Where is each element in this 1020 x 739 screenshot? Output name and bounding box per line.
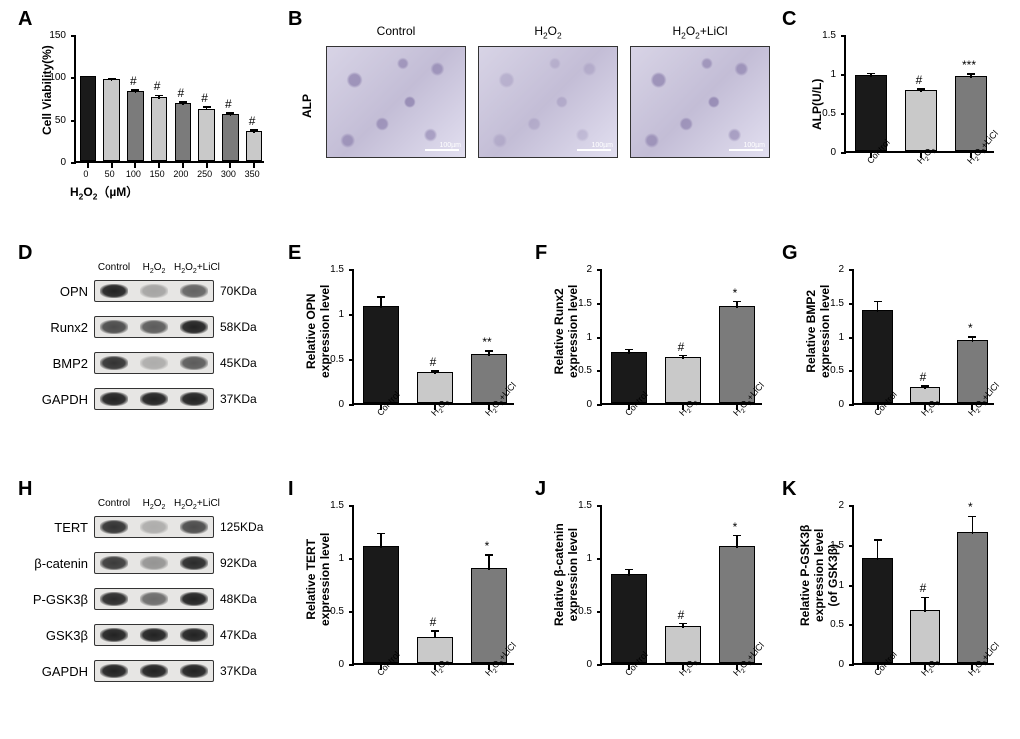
bar <box>80 76 97 161</box>
panel-f-chart: 00.511.52Relative Runx2expression levelC… <box>548 262 768 457</box>
panel-d-western: ControlH2O2H2O2+LiClOPN70KDaRunx258KDaBM… <box>30 262 270 452</box>
bar <box>363 306 398 403</box>
blot-row: OPN70KDa <box>94 280 214 302</box>
panel-g-chart: 00.511.52Relative BMP2expression levelCo… <box>800 262 1000 457</box>
bar <box>103 79 120 161</box>
bar <box>957 532 988 663</box>
bar <box>665 357 700 403</box>
microscopy-image: 100µm <box>630 46 770 158</box>
bar <box>719 546 754 663</box>
blot-row: GAPDH37KDa <box>94 388 214 410</box>
blot-row: P-GSK3β48KDa <box>94 588 214 610</box>
microscopy-image: 100µm <box>326 46 466 158</box>
bar <box>905 90 938 151</box>
panel-b-microscopy: ALPControl100µmH2O2100µmH2O2+LiCl100µm <box>300 24 770 194</box>
bar <box>665 626 700 663</box>
blot-row: β-catenin92KDa <box>94 552 214 574</box>
bar <box>127 91 144 161</box>
bar <box>719 306 754 403</box>
panel-k-chart: 00.511.52Relative P-GSK3βexpression leve… <box>800 498 1000 723</box>
bar <box>175 103 192 161</box>
blot-row: GAPDH37KDa <box>94 660 214 682</box>
panel-i-chart: 00.511.5Relative TERTexpression levelCon… <box>300 498 520 723</box>
bar <box>862 558 893 663</box>
panel-h-western: ControlH2O2H2O2+LiClTERT125KDaβ-catenin9… <box>30 498 270 723</box>
bar <box>151 97 168 161</box>
bar <box>862 310 893 403</box>
bar <box>222 114 239 161</box>
blot-row: GSK3β47KDa <box>94 624 214 646</box>
panel-label-j: J <box>535 478 546 501</box>
panel-label-g: G <box>782 242 798 265</box>
blot-row: TERT125KDa <box>94 516 214 538</box>
blot-row: BMP245KDa <box>94 352 214 374</box>
bar <box>198 109 215 161</box>
bar <box>363 546 398 663</box>
panel-c-chart: 00.511.5ALP(U/L)Control#H2O2***H2O2+LiCl <box>800 28 1000 203</box>
panel-label-i: I <box>288 478 294 501</box>
panel-label-k: K <box>782 478 796 501</box>
panel-a-chart: 050100150Cell Viability(%)050#100#150#20… <box>30 28 270 203</box>
microscopy-image: 100µm <box>478 46 618 158</box>
panel-e-chart: 00.511.5Relative OPNexpression levelCont… <box>300 262 520 457</box>
blot-row: Runx258KDa <box>94 316 214 338</box>
panel-j-chart: 00.511.5Relative β-cateninexpression lev… <box>548 498 768 723</box>
bar <box>910 610 941 663</box>
panel-label-f: F <box>535 242 547 265</box>
panel-label-c: C <box>782 8 796 31</box>
bar <box>246 131 263 161</box>
